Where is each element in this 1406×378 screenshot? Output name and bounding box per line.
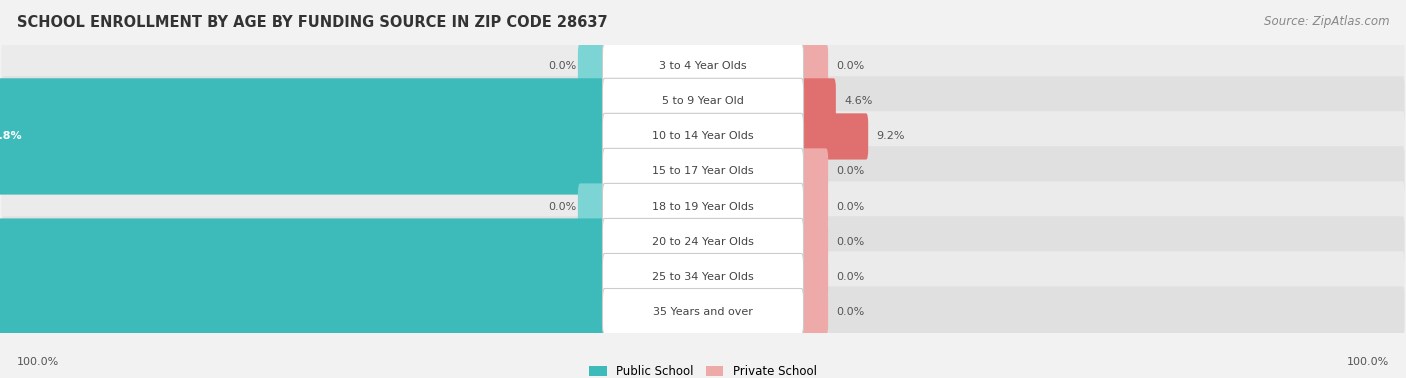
Text: 35 Years and over: 35 Years and over [652, 307, 754, 317]
FancyBboxPatch shape [799, 43, 828, 90]
FancyBboxPatch shape [799, 78, 835, 124]
FancyBboxPatch shape [1, 41, 1405, 91]
Text: 5 to 9 Year Old: 5 to 9 Year Old [662, 96, 744, 107]
Text: SCHOOL ENROLLMENT BY AGE BY FUNDING SOURCE IN ZIP CODE 28637: SCHOOL ENROLLMENT BY AGE BY FUNDING SOUR… [17, 15, 607, 30]
Text: 20 to 24 Year Olds: 20 to 24 Year Olds [652, 237, 754, 246]
FancyBboxPatch shape [603, 288, 804, 335]
Text: 0.0%: 0.0% [548, 201, 576, 212]
Text: 0.0%: 0.0% [548, 61, 576, 71]
Text: 0.0%: 0.0% [837, 271, 865, 282]
FancyBboxPatch shape [1, 146, 1405, 197]
FancyBboxPatch shape [0, 254, 607, 300]
FancyBboxPatch shape [799, 113, 869, 160]
FancyBboxPatch shape [799, 148, 828, 195]
Text: Source: ZipAtlas.com: Source: ZipAtlas.com [1264, 15, 1389, 28]
FancyBboxPatch shape [603, 43, 804, 90]
Text: 3 to 4 Year Olds: 3 to 4 Year Olds [659, 61, 747, 71]
FancyBboxPatch shape [0, 218, 607, 265]
FancyBboxPatch shape [799, 254, 828, 300]
FancyBboxPatch shape [578, 43, 607, 90]
FancyBboxPatch shape [0, 288, 607, 335]
FancyBboxPatch shape [1, 76, 1405, 127]
Text: 25 to 34 Year Olds: 25 to 34 Year Olds [652, 271, 754, 282]
FancyBboxPatch shape [1, 181, 1405, 232]
Legend: Public School, Private School: Public School, Private School [589, 366, 817, 378]
FancyBboxPatch shape [0, 148, 607, 195]
Text: 0.0%: 0.0% [837, 237, 865, 246]
Text: 4.6%: 4.6% [844, 96, 873, 107]
Text: 10 to 14 Year Olds: 10 to 14 Year Olds [652, 132, 754, 141]
FancyBboxPatch shape [1, 287, 1405, 337]
FancyBboxPatch shape [603, 183, 804, 230]
FancyBboxPatch shape [603, 78, 804, 124]
Text: 15 to 17 Year Olds: 15 to 17 Year Olds [652, 166, 754, 177]
FancyBboxPatch shape [1, 216, 1405, 267]
FancyBboxPatch shape [603, 218, 804, 265]
FancyBboxPatch shape [0, 113, 607, 160]
FancyBboxPatch shape [578, 183, 607, 230]
FancyBboxPatch shape [799, 218, 828, 265]
Text: 100.0%: 100.0% [17, 357, 59, 367]
FancyBboxPatch shape [1, 111, 1405, 162]
FancyBboxPatch shape [799, 288, 828, 335]
Text: 18 to 19 Year Olds: 18 to 19 Year Olds [652, 201, 754, 212]
Text: 0.0%: 0.0% [837, 201, 865, 212]
Text: 100.0%: 100.0% [1347, 357, 1389, 367]
FancyBboxPatch shape [603, 148, 804, 195]
FancyBboxPatch shape [603, 254, 804, 300]
Text: 0.0%: 0.0% [837, 61, 865, 71]
FancyBboxPatch shape [1, 251, 1405, 302]
FancyBboxPatch shape [799, 183, 828, 230]
FancyBboxPatch shape [603, 113, 804, 160]
Text: 0.0%: 0.0% [837, 307, 865, 317]
Text: 90.8%: 90.8% [0, 132, 22, 141]
FancyBboxPatch shape [0, 78, 607, 124]
Text: 9.2%: 9.2% [877, 132, 905, 141]
Text: 0.0%: 0.0% [837, 166, 865, 177]
